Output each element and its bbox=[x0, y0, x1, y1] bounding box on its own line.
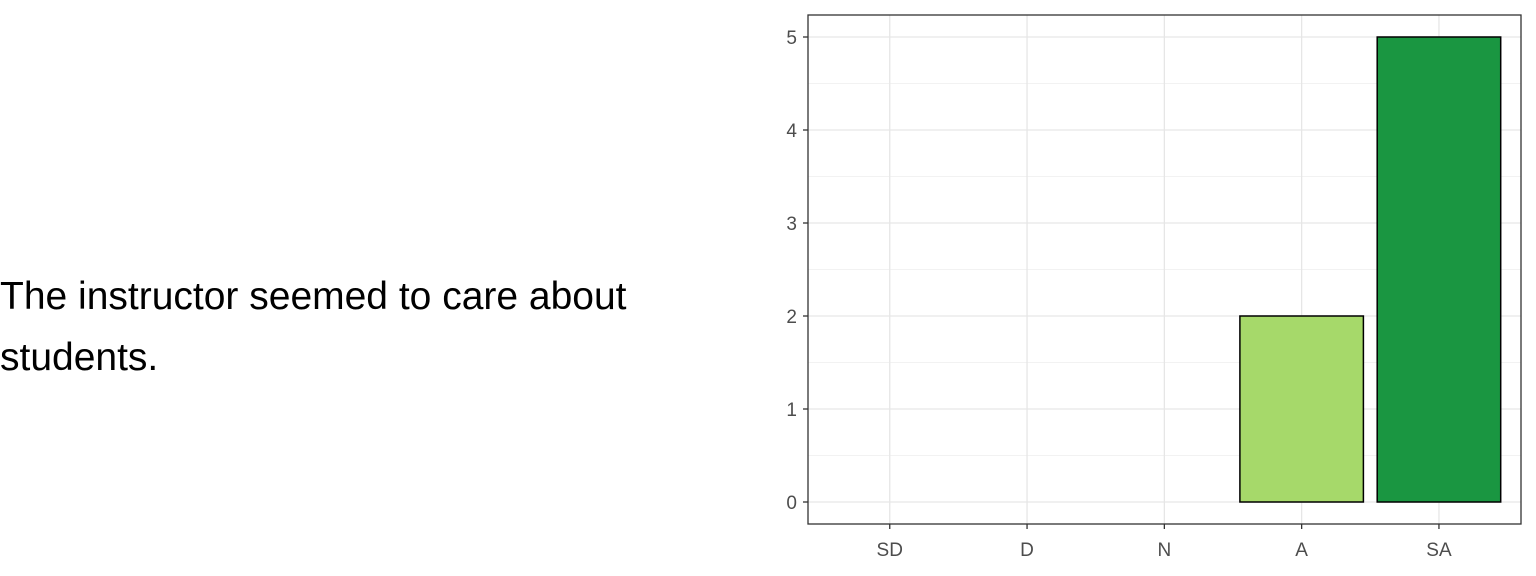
bar-a bbox=[1239, 315, 1365, 503]
x-tick-label-sd: SD bbox=[877, 540, 903, 561]
axes: 0 1 2 3 4 5 SD D N A SA bbox=[786, 28, 1452, 561]
y-tick-label: 0 bbox=[786, 493, 797, 514]
x-tick-label-n: N bbox=[1157, 540, 1171, 561]
y-tick-label: 1 bbox=[786, 400, 797, 421]
y-tick-label: 4 bbox=[786, 121, 797, 142]
bar-sa bbox=[1376, 36, 1502, 503]
y-tick-label: 2 bbox=[786, 307, 797, 328]
question-text: The instructor seemed to care about stud… bbox=[0, 275, 627, 379]
y-tick-label: 5 bbox=[786, 28, 797, 49]
y-tick-label: 3 bbox=[786, 214, 797, 235]
bars bbox=[1239, 36, 1502, 503]
x-tick-label-a: A bbox=[1295, 540, 1308, 561]
x-tick-label-sa: SA bbox=[1426, 540, 1452, 561]
x-tick-label-d: D bbox=[1020, 540, 1034, 561]
